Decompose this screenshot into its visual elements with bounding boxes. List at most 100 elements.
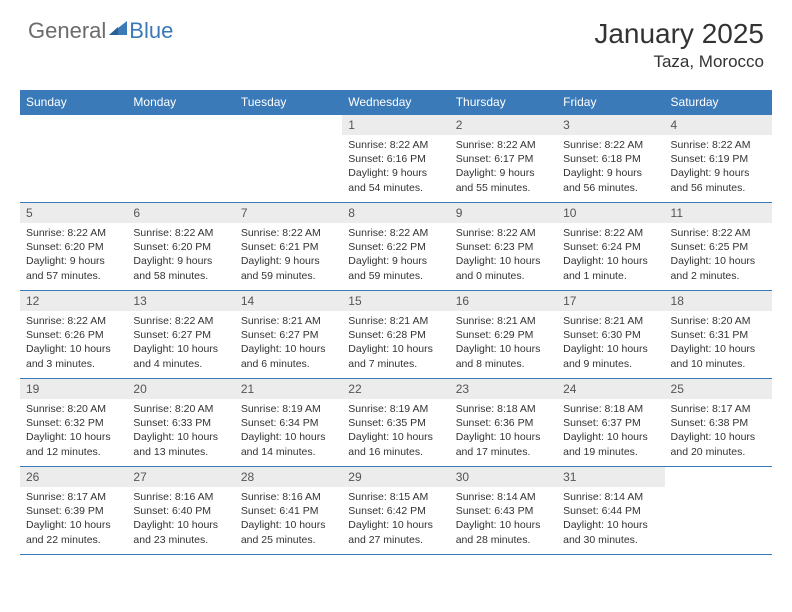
- empty-cell: ..: [20, 115, 127, 203]
- day-cell: 4Sunrise: 8:22 AMSunset: 6:19 PMDaylight…: [665, 115, 772, 203]
- page-header: General Blue January 2025 Taza, Morocco: [0, 0, 792, 80]
- day-cell: 19Sunrise: 8:20 AMSunset: 6:32 PMDayligh…: [20, 379, 127, 467]
- day-info: Sunrise: 8:22 AMSunset: 6:23 PMDaylight:…: [450, 223, 557, 287]
- day-cell: 2Sunrise: 8:22 AMSunset: 6:17 PMDaylight…: [450, 115, 557, 203]
- dayhead-wednesday: Wednesday: [342, 90, 449, 115]
- day-cell: 13Sunrise: 8:22 AMSunset: 6:27 PMDayligh…: [127, 291, 234, 379]
- day-cell: 6Sunrise: 8:22 AMSunset: 6:20 PMDaylight…: [127, 203, 234, 291]
- day-info: Sunrise: 8:15 AMSunset: 6:42 PMDaylight:…: [342, 487, 449, 551]
- day-number: 14: [235, 291, 342, 311]
- day-cell: 29Sunrise: 8:15 AMSunset: 6:42 PMDayligh…: [342, 467, 449, 555]
- day-number: 13: [127, 291, 234, 311]
- day-cell: 12Sunrise: 8:22 AMSunset: 6:26 PMDayligh…: [20, 291, 127, 379]
- day-cell: 1Sunrise: 8:22 AMSunset: 6:16 PMDaylight…: [342, 115, 449, 203]
- day-info: Sunrise: 8:22 AMSunset: 6:24 PMDaylight:…: [557, 223, 664, 287]
- dayhead-friday: Friday: [557, 90, 664, 115]
- day-cell: 9Sunrise: 8:22 AMSunset: 6:23 PMDaylight…: [450, 203, 557, 291]
- dayhead-sunday: Sunday: [20, 90, 127, 115]
- day-info: Sunrise: 8:21 AMSunset: 6:27 PMDaylight:…: [235, 311, 342, 375]
- day-number: 6: [127, 203, 234, 223]
- day-info: Sunrise: 8:19 AMSunset: 6:35 PMDaylight:…: [342, 399, 449, 463]
- day-number: 16: [450, 291, 557, 311]
- day-cell: 22Sunrise: 8:19 AMSunset: 6:35 PMDayligh…: [342, 379, 449, 467]
- day-cell: 18Sunrise: 8:20 AMSunset: 6:31 PMDayligh…: [665, 291, 772, 379]
- day-number: 10: [557, 203, 664, 223]
- day-number: 27: [127, 467, 234, 487]
- day-number: 15: [342, 291, 449, 311]
- day-cell: 23Sunrise: 8:18 AMSunset: 6:36 PMDayligh…: [450, 379, 557, 467]
- week-row: 19Sunrise: 8:20 AMSunset: 6:32 PMDayligh…: [20, 379, 772, 467]
- day-info: Sunrise: 8:22 AMSunset: 6:20 PMDaylight:…: [127, 223, 234, 287]
- day-info: Sunrise: 8:16 AMSunset: 6:41 PMDaylight:…: [235, 487, 342, 551]
- logo-text-2: Blue: [129, 18, 173, 44]
- day-cell: 7Sunrise: 8:22 AMSunset: 6:21 PMDaylight…: [235, 203, 342, 291]
- day-number: 28: [235, 467, 342, 487]
- day-number: 21: [235, 379, 342, 399]
- logo-sail-icon: [109, 21, 127, 35]
- empty-cell: ..: [127, 115, 234, 203]
- logo-text-1: General: [28, 18, 106, 44]
- week-row: ......1Sunrise: 8:22 AMSunset: 6:16 PMDa…: [20, 115, 772, 203]
- dayhead-monday: Monday: [127, 90, 234, 115]
- day-number: 1: [342, 115, 449, 135]
- day-cell: 20Sunrise: 8:20 AMSunset: 6:33 PMDayligh…: [127, 379, 234, 467]
- day-number: 22: [342, 379, 449, 399]
- location-label: Taza, Morocco: [594, 52, 764, 72]
- day-cell: 8Sunrise: 8:22 AMSunset: 6:22 PMDaylight…: [342, 203, 449, 291]
- day-number: 7: [235, 203, 342, 223]
- day-info: Sunrise: 8:18 AMSunset: 6:36 PMDaylight:…: [450, 399, 557, 463]
- day-cell: 26Sunrise: 8:17 AMSunset: 6:39 PMDayligh…: [20, 467, 127, 555]
- dayhead-saturday: Saturday: [665, 90, 772, 115]
- day-number: 29: [342, 467, 449, 487]
- day-number: 11: [665, 203, 772, 223]
- dayhead-tuesday: Tuesday: [235, 90, 342, 115]
- day-number: 12: [20, 291, 127, 311]
- day-info: Sunrise: 8:22 AMSunset: 6:18 PMDaylight:…: [557, 135, 664, 199]
- day-number: 18: [665, 291, 772, 311]
- week-row: 5Sunrise: 8:22 AMSunset: 6:20 PMDaylight…: [20, 203, 772, 291]
- day-cell: 17Sunrise: 8:21 AMSunset: 6:30 PMDayligh…: [557, 291, 664, 379]
- day-number: 30: [450, 467, 557, 487]
- month-title: January 2025: [594, 18, 764, 50]
- week-row: 12Sunrise: 8:22 AMSunset: 6:26 PMDayligh…: [20, 291, 772, 379]
- day-number: 4: [665, 115, 772, 135]
- day-number: 8: [342, 203, 449, 223]
- day-info: Sunrise: 8:19 AMSunset: 6:34 PMDaylight:…: [235, 399, 342, 463]
- day-number: 26: [20, 467, 127, 487]
- day-cell: 11Sunrise: 8:22 AMSunset: 6:25 PMDayligh…: [665, 203, 772, 291]
- day-info: Sunrise: 8:22 AMSunset: 6:20 PMDaylight:…: [20, 223, 127, 287]
- day-info: Sunrise: 8:22 AMSunset: 6:19 PMDaylight:…: [665, 135, 772, 199]
- empty-cell: ..: [235, 115, 342, 203]
- day-info: Sunrise: 8:14 AMSunset: 6:43 PMDaylight:…: [450, 487, 557, 551]
- day-info: Sunrise: 8:17 AMSunset: 6:39 PMDaylight:…: [20, 487, 127, 551]
- day-cell: 16Sunrise: 8:21 AMSunset: 6:29 PMDayligh…: [450, 291, 557, 379]
- calendar-head: SundayMondayTuesdayWednesdayThursdayFrid…: [20, 90, 772, 115]
- day-cell: 24Sunrise: 8:18 AMSunset: 6:37 PMDayligh…: [557, 379, 664, 467]
- week-row: 26Sunrise: 8:17 AMSunset: 6:39 PMDayligh…: [20, 467, 772, 555]
- title-block: January 2025 Taza, Morocco: [594, 18, 764, 72]
- day-number: 2: [450, 115, 557, 135]
- day-info: Sunrise: 8:22 AMSunset: 6:26 PMDaylight:…: [20, 311, 127, 375]
- day-info: Sunrise: 8:21 AMSunset: 6:29 PMDaylight:…: [450, 311, 557, 375]
- day-info: Sunrise: 8:16 AMSunset: 6:40 PMDaylight:…: [127, 487, 234, 551]
- day-cell: 10Sunrise: 8:22 AMSunset: 6:24 PMDayligh…: [557, 203, 664, 291]
- day-number: 3: [557, 115, 664, 135]
- day-number: 17: [557, 291, 664, 311]
- day-info: Sunrise: 8:20 AMSunset: 6:31 PMDaylight:…: [665, 311, 772, 375]
- day-cell: 31Sunrise: 8:14 AMSunset: 6:44 PMDayligh…: [557, 467, 664, 555]
- day-cell: 25Sunrise: 8:17 AMSunset: 6:38 PMDayligh…: [665, 379, 772, 467]
- day-cell: 5Sunrise: 8:22 AMSunset: 6:20 PMDaylight…: [20, 203, 127, 291]
- day-cell: 30Sunrise: 8:14 AMSunset: 6:43 PMDayligh…: [450, 467, 557, 555]
- day-number: 31: [557, 467, 664, 487]
- day-number: 23: [450, 379, 557, 399]
- day-cell: 28Sunrise: 8:16 AMSunset: 6:41 PMDayligh…: [235, 467, 342, 555]
- day-info: Sunrise: 8:22 AMSunset: 6:17 PMDaylight:…: [450, 135, 557, 199]
- day-number: 19: [20, 379, 127, 399]
- day-number: 24: [557, 379, 664, 399]
- day-info: Sunrise: 8:21 AMSunset: 6:30 PMDaylight:…: [557, 311, 664, 375]
- day-info: Sunrise: 8:14 AMSunset: 6:44 PMDaylight:…: [557, 487, 664, 551]
- calendar-body: ......1Sunrise: 8:22 AMSunset: 6:16 PMDa…: [20, 115, 772, 555]
- day-info: Sunrise: 8:22 AMSunset: 6:22 PMDaylight:…: [342, 223, 449, 287]
- day-info: Sunrise: 8:21 AMSunset: 6:28 PMDaylight:…: [342, 311, 449, 375]
- day-info: Sunrise: 8:18 AMSunset: 6:37 PMDaylight:…: [557, 399, 664, 463]
